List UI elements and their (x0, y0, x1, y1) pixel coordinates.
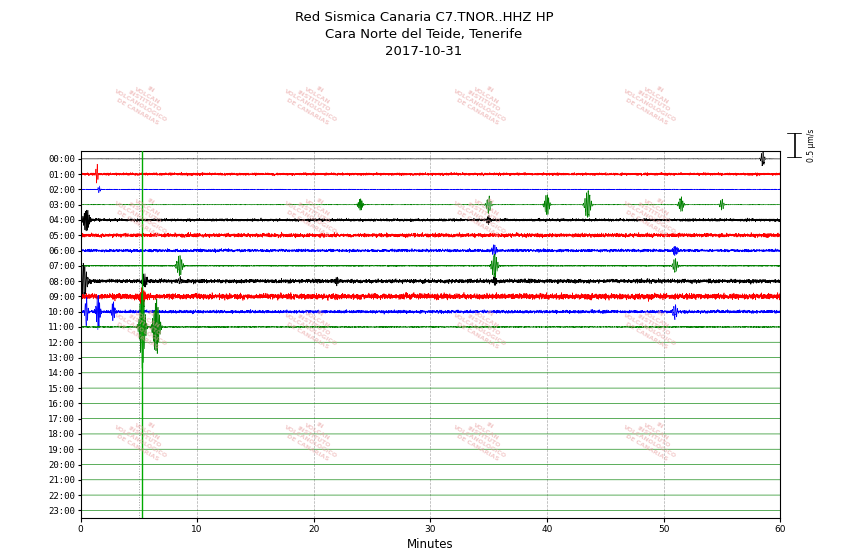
Text: IN
VOLCAN
INSTITUTO
VOLCANOLÓGICO
DE CANARIAS: IN VOLCAN INSTITUTO VOLCANOLÓGICO DE CAN… (280, 409, 348, 465)
Text: IN
VOLCAN
INSTITUTO
VOLCANOLÓGICO
DE CANARIAS: IN VOLCAN INSTITUTO VOLCANOLÓGICO DE CAN… (449, 297, 517, 353)
Text: IN
VOLCAN
INSTITUTO
VOLCANOLÓGICO
DE CANARIAS: IN VOLCAN INSTITUTO VOLCANOLÓGICO DE CAN… (280, 185, 348, 241)
Text: IN
VOLCAN
INSTITUTO
VOLCANOLÓGICO
DE CANARIAS: IN VOLCAN INSTITUTO VOLCANOLÓGICO DE CAN… (110, 73, 178, 129)
Text: 0.5 μm/s: 0.5 μm/s (807, 129, 817, 162)
Text: IN
VOLCAN
INSTITUTO
VOLCANOLÓGICO
DE CANARIAS: IN VOLCAN INSTITUTO VOLCANOLÓGICO DE CAN… (449, 73, 517, 129)
Text: IN
VOLCAN
INSTITUTO
VOLCANOLÓGICO
DE CANARIAS: IN VOLCAN INSTITUTO VOLCANOLÓGICO DE CAN… (280, 73, 348, 129)
Text: IN
VOLCAN
INSTITUTO
VOLCANOLÓGICO
DE CANARIAS: IN VOLCAN INSTITUTO VOLCANOLÓGICO DE CAN… (619, 73, 687, 129)
Text: IN
VOLCAN
INSTITUTO
VOLCANOLÓGICO
DE CANARIAS: IN VOLCAN INSTITUTO VOLCANOLÓGICO DE CAN… (619, 185, 687, 241)
Text: Red Sismica Canaria C7.TNOR..HHZ HP: Red Sismica Canaria C7.TNOR..HHZ HP (295, 11, 553, 24)
Text: IN
VOLCAN
INSTITUTO
VOLCANOLÓGICO
DE CANARIAS: IN VOLCAN INSTITUTO VOLCANOLÓGICO DE CAN… (619, 409, 687, 465)
Text: IN
VOLCAN
INSTITUTO
VOLCANOLÓGICO
DE CANARIAS: IN VOLCAN INSTITUTO VOLCANOLÓGICO DE CAN… (449, 409, 517, 465)
X-axis label: Minutes: Minutes (407, 538, 454, 551)
Text: Cara Norte del Teide, Tenerife: Cara Norte del Teide, Tenerife (326, 28, 522, 41)
Text: 2017-10-31: 2017-10-31 (385, 45, 463, 58)
Text: IN
VOLCAN
INSTITUTO
VOLCANOLÓGICO
DE CANARIAS: IN VOLCAN INSTITUTO VOLCANOLÓGICO DE CAN… (280, 297, 348, 353)
Text: IN
VOLCAN
INSTITUTO
VOLCANOLÓGICO
DE CANARIAS: IN VOLCAN INSTITUTO VOLCANOLÓGICO DE CAN… (619, 297, 687, 353)
Text: IN
VOLCAN
INSTITUTO
VOLCANOLÓGICO
DE CANARIAS: IN VOLCAN INSTITUTO VOLCANOLÓGICO DE CAN… (110, 297, 178, 353)
Text: IN
VOLCAN
INSTITUTO
VOLCANOLÓGICO
DE CANARIAS: IN VOLCAN INSTITUTO VOLCANOLÓGICO DE CAN… (110, 185, 178, 241)
Text: IN
VOLCAN
INSTITUTO
VOLCANOLÓGICO
DE CANARIAS: IN VOLCAN INSTITUTO VOLCANOLÓGICO DE CAN… (110, 409, 178, 465)
Text: IN
VOLCAN
INSTITUTO
VOLCANOLÓGICO
DE CANARIAS: IN VOLCAN INSTITUTO VOLCANOLÓGICO DE CAN… (449, 185, 517, 241)
